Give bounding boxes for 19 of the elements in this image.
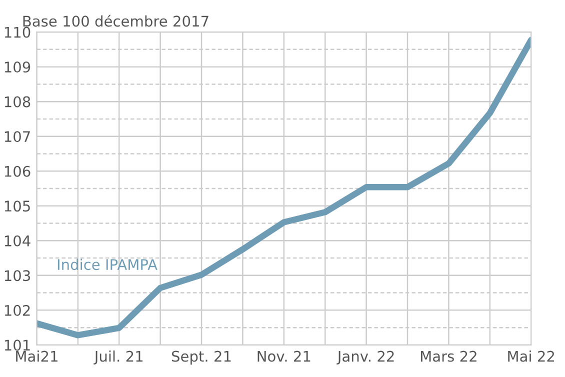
- x-tick-label: Janv. 22: [336, 350, 394, 365]
- y-tick-label: 104: [4, 235, 30, 246]
- x-tick-label: Mai21: [16, 350, 58, 362]
- x-tick-label: Juil. 21: [94, 350, 143, 365]
- y-tick-label: 109: [4, 62, 30, 73]
- y-tick-label: 101: [4, 340, 30, 351]
- y-tick-label: 105: [4, 200, 30, 212]
- y-tick-label: 103: [4, 270, 30, 282]
- y-tick-label: 110: [4, 26, 30, 38]
- x-tick-label: Mars 22: [420, 350, 476, 362]
- x-tick-label: Nov. 21: [258, 350, 310, 362]
- y-tick-label: 106: [4, 166, 30, 177]
- y-tick-label: 107: [4, 131, 30, 142]
- y-tick-label: 108: [4, 96, 30, 108]
- series-label: Indice IPAMPA: [58, 258, 158, 270]
- chart-title: Base 100 décembre 2017: [23, 14, 208, 27]
- x-tick-label: Mai 22: [508, 350, 554, 362]
- x-tick-label: Sept. 21: [172, 350, 231, 365]
- y-tick-label: 102: [4, 304, 30, 316]
